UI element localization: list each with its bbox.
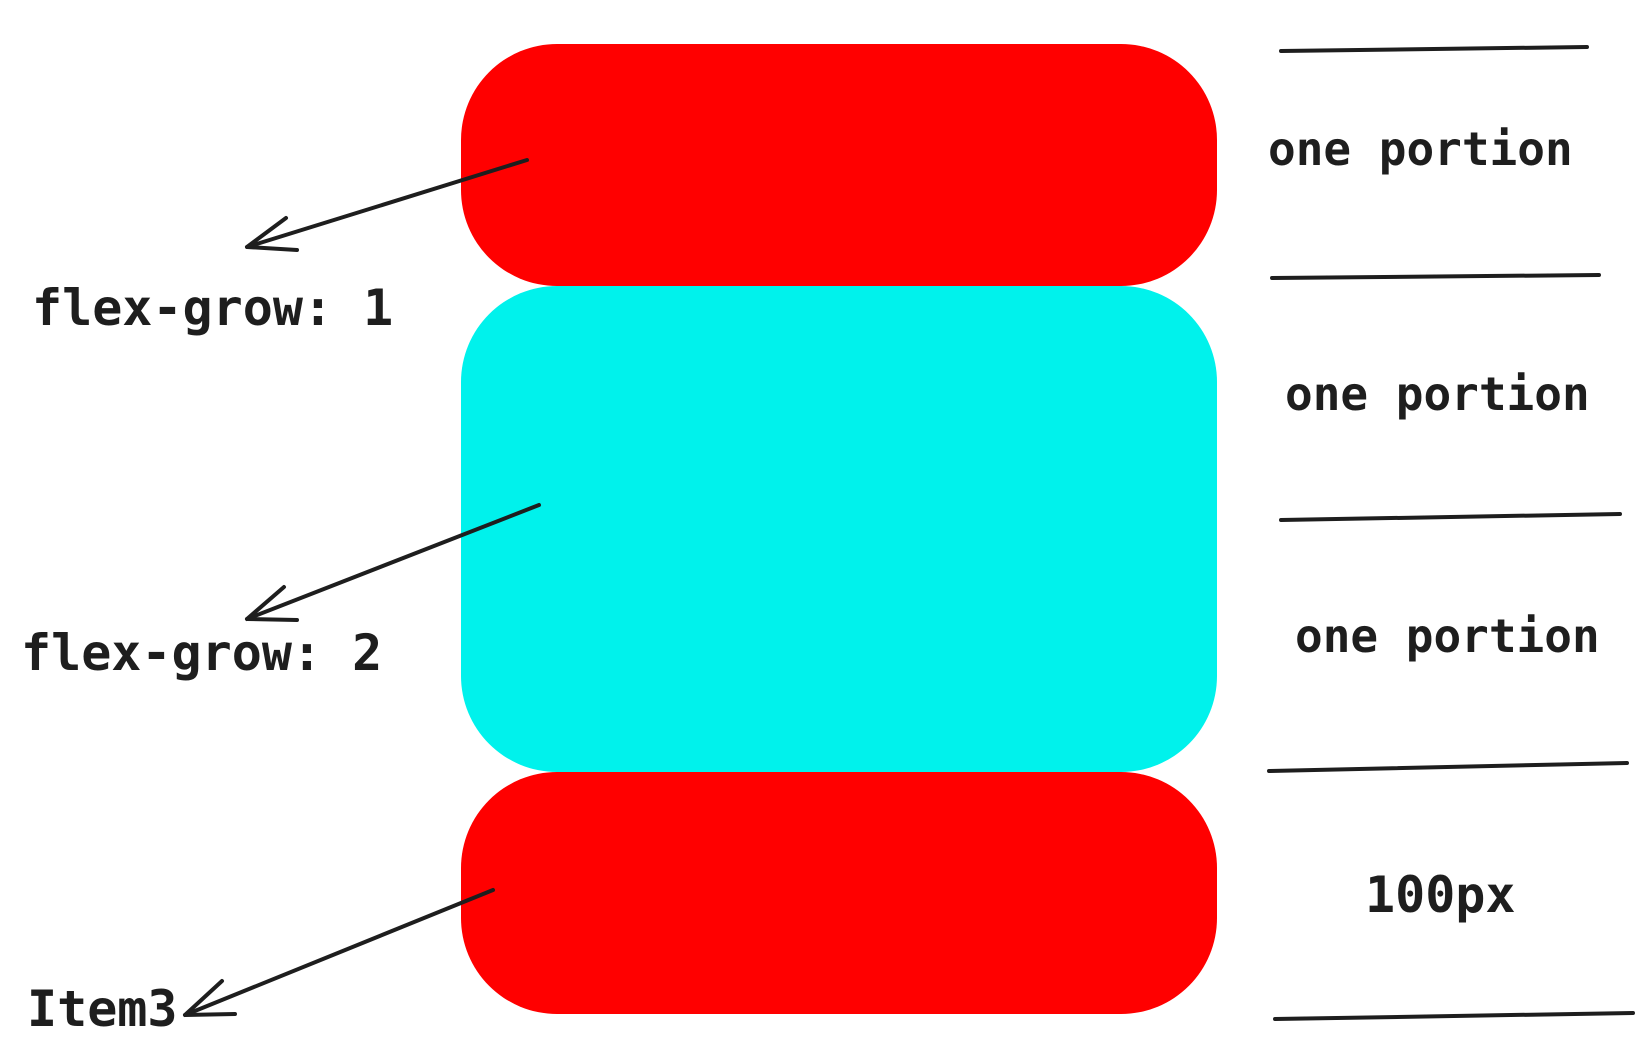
flex-item-3-box [461,772,1217,1014]
divider-3 [1279,512,1622,522]
arrow-item-3 [183,888,495,1017]
portion-label-3: one portion [1295,609,1600,663]
portion-label-2: one portion [1285,367,1590,421]
label-item-3: Item3 [27,980,178,1038]
divider-4 [1267,761,1629,773]
flex-item-2-box [461,286,1217,772]
arrow-item-2 [245,503,541,622]
divider-2 [1270,273,1601,280]
arrow-item-1 [245,158,529,252]
label-item-2: flex-grow: 2 [21,624,382,682]
divider-1 [1279,45,1589,53]
portion-label-1: one portion [1268,122,1573,176]
portion-label-4: 100px [1365,866,1516,924]
label-item-1: flex-grow: 1 [32,279,393,337]
portion-dividers [1267,45,1635,1021]
flex-item-1-box [461,44,1217,286]
divider-5 [1273,1011,1635,1021]
